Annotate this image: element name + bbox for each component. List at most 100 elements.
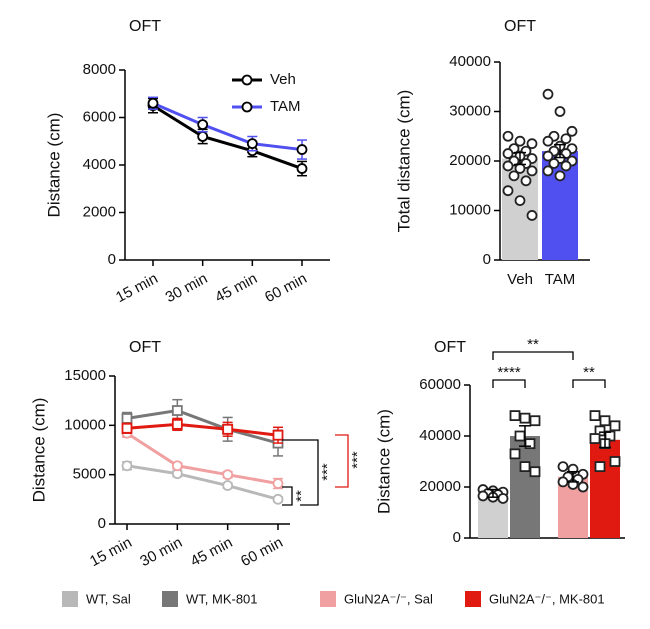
y-tick-label: 0 [453, 529, 461, 546]
x-tick-label: TAM [545, 271, 576, 288]
data-point [514, 195, 526, 207]
data-point [519, 412, 531, 424]
y-tick-label: 2000 [83, 203, 116, 220]
data-point [121, 460, 133, 472]
data-point [502, 130, 514, 142]
data-point [502, 160, 514, 172]
y-axis-label: Distance (cm) [374, 409, 393, 514]
data-point [171, 418, 183, 430]
data-point [542, 150, 554, 162]
data-point [566, 125, 578, 137]
data-point [594, 461, 606, 473]
data-point [589, 433, 601, 444]
data-point [502, 148, 514, 159]
x-tick-label: 45 min [188, 534, 236, 570]
data-point [529, 466, 541, 478]
y-tick-label: 5000 [73, 466, 106, 483]
data-point [577, 481, 589, 493]
y-tick-label: 6000 [83, 108, 116, 125]
legend-label: GluN2A⁻/⁻, Sal [344, 591, 433, 606]
legend-swatch [62, 591, 78, 607]
data-point [272, 429, 284, 441]
data-point [560, 133, 572, 145]
data-point [508, 170, 520, 182]
y-tick-label: 60000 [419, 376, 461, 393]
data-point [509, 410, 521, 422]
x-tick-label: 45 min [212, 270, 260, 306]
data-point [520, 175, 532, 187]
data-point [548, 158, 560, 169]
bracket [335, 434, 349, 488]
legend-label: WT, MK-801 [186, 591, 258, 606]
x-tick-label: Veh [507, 271, 533, 288]
y-tick-label: 40000 [419, 427, 461, 444]
bracket [572, 379, 606, 388]
data-point [589, 410, 601, 422]
series-line [126, 422, 279, 437]
chart-title: OFT [504, 18, 536, 35]
x-tick-label: 30 min [163, 270, 211, 306]
significance: **** [497, 364, 521, 381]
y-tick-label: 15000 [64, 367, 106, 384]
legend-marker [241, 74, 253, 86]
legend-label: Veh [270, 71, 296, 88]
significance: ** [583, 364, 595, 381]
data-point [609, 420, 621, 432]
y-tick-label: 20000 [449, 152, 491, 169]
legend-label: WT, Sal [86, 591, 131, 606]
data-point [514, 430, 526, 442]
data-point [542, 88, 554, 100]
series-line [152, 104, 303, 170]
bar [590, 439, 620, 538]
data-point [529, 415, 541, 427]
data-point [296, 144, 308, 155]
series-line [126, 408, 279, 445]
data-point [222, 423, 234, 435]
data-point [147, 97, 159, 109]
data-point [560, 160, 572, 172]
chart-title: OFT [129, 18, 161, 35]
data-point [557, 476, 569, 488]
data-point [171, 405, 183, 416]
legend-swatch [465, 591, 481, 607]
y-tick-label: 40000 [449, 53, 491, 70]
data-point [121, 422, 133, 434]
data-point [609, 456, 621, 467]
x-tick-label: 60 min [262, 270, 310, 306]
series-line [126, 464, 279, 501]
data-point [557, 461, 569, 473]
data-point [526, 165, 538, 177]
data-point [197, 131, 209, 142]
y-axis-label: Distance (cm) [29, 398, 48, 503]
y-tick-label: 20000 [419, 478, 461, 495]
y-tick-label: 4000 [83, 156, 116, 173]
significance: *** [319, 463, 336, 481]
series-line [126, 431, 279, 486]
legend-label: GluN2A⁻/⁻, MK-801 [489, 591, 605, 606]
bracket [492, 379, 526, 388]
data-point [121, 413, 133, 424]
x-tick-label: 30 min [137, 534, 185, 570]
x-tick-label: 60 min [238, 534, 286, 570]
data-point [197, 119, 209, 131]
chart-title: OFT [434, 339, 466, 356]
data-point [246, 138, 258, 150]
data-point [222, 469, 234, 481]
y-tick-label: 0 [98, 515, 106, 532]
legend-swatch [320, 591, 336, 607]
y-tick-label: 0 [483, 251, 491, 268]
data-point [171, 460, 183, 472]
data-point [519, 461, 531, 473]
data-point [272, 493, 284, 505]
y-axis-label: Total distance (cm) [394, 90, 413, 233]
legend-label: TAM [270, 98, 301, 115]
significance: *** [349, 451, 366, 469]
data-point [526, 210, 538, 221]
data-point [296, 163, 308, 174]
legend-swatch [162, 591, 178, 607]
x-tick-label: 15 min [87, 534, 135, 570]
y-tick-label: 10000 [449, 201, 491, 218]
data-point [554, 170, 566, 182]
y-tick-label: 0 [108, 251, 116, 268]
